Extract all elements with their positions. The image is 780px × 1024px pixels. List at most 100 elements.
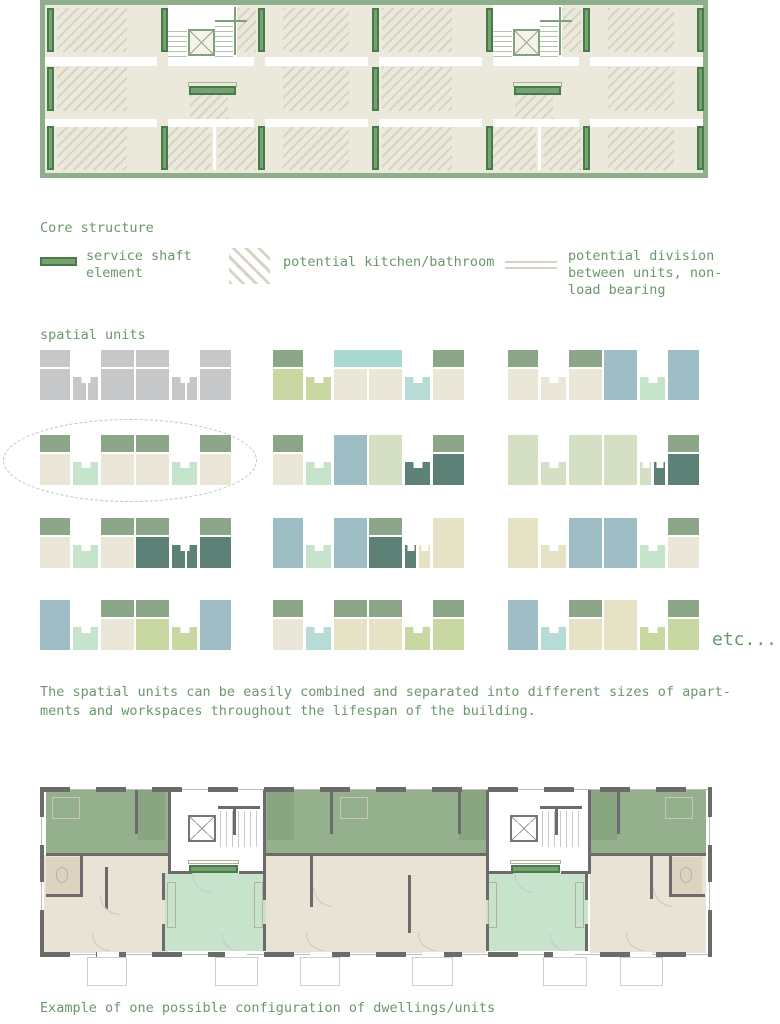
unit-block-room	[273, 454, 303, 485]
unit-block-room	[40, 454, 70, 485]
wall-segment	[579, 57, 590, 66]
service-shaft-bar	[511, 865, 560, 873]
interior-wall	[263, 873, 266, 900]
interior-wall	[486, 924, 489, 951]
spatial-units-grid	[3, 350, 702, 650]
interior-wall	[263, 924, 266, 951]
unit-block-room	[136, 619, 169, 650]
apartment-area-beige	[266, 855, 486, 953]
unit-block-full	[334, 435, 367, 485]
unit-block-bar	[334, 600, 367, 617]
balcony	[412, 957, 453, 986]
etc-label: etc...	[712, 629, 778, 650]
service-shaft-bar	[372, 126, 379, 170]
unit-block-full	[604, 518, 637, 568]
interior-wall	[408, 875, 411, 933]
unit-block-small	[172, 462, 197, 485]
service-shaft-bar	[697, 67, 704, 111]
balcony	[543, 957, 587, 986]
unit-block-bar	[273, 435, 303, 452]
kitchen-counter-outline	[167, 882, 176, 928]
legend-label-kitchen-bathroom: potential kitchen/bathroom	[283, 254, 495, 270]
kitchen-bathroom-hatch-area	[238, 8, 256, 52]
wall-segment	[368, 119, 379, 127]
kitchen-counter-outline	[488, 882, 497, 928]
service-shaft-bar	[189, 86, 236, 95]
unit-block-room	[136, 537, 169, 568]
stairs-icon	[493, 29, 512, 57]
kitchen-bathroom-hatch-area	[283, 8, 349, 52]
exterior-wall	[40, 787, 44, 957]
window-icon	[40, 817, 44, 845]
kitchen-bathroom-hatch-area	[563, 8, 581, 52]
kitchen-bathroom-hatch-area	[57, 8, 127, 52]
division-legend-icon	[505, 261, 557, 263]
wall-segment	[579, 119, 590, 127]
wall-segment	[157, 119, 168, 127]
door-notch	[648, 627, 657, 633]
unit-block-small	[172, 627, 197, 650]
apartment-area-mint	[165, 873, 266, 951]
counter-outline	[510, 860, 561, 864]
unit-block-bar	[433, 435, 464, 452]
service-shaft-bar	[486, 126, 493, 170]
description-line-1: The spatial units can be easily combined…	[40, 684, 731, 700]
interior-wall	[486, 873, 489, 900]
unit-block-small	[73, 462, 98, 485]
unit-block-bar	[200, 350, 231, 367]
unit-block-room	[200, 369, 231, 400]
stairs-icon	[542, 811, 582, 847]
kitchen-bathroom-hatch-area	[382, 67, 452, 111]
unit-block-small	[405, 627, 430, 650]
interior-wall	[486, 790, 489, 873]
room-area	[590, 790, 617, 840]
balcony	[620, 957, 663, 986]
wall-segment	[157, 57, 168, 66]
interior-wall	[162, 873, 165, 900]
bed-outline	[52, 797, 80, 819]
door-notch	[407, 545, 414, 551]
legend-label-division: potential division between units, non-lo…	[568, 248, 723, 298]
service-shaft-bar	[583, 126, 590, 170]
unit-block-room	[369, 619, 402, 650]
window-icon	[708, 817, 712, 845]
service-shaft-bar	[189, 865, 238, 873]
spatial-unit-diagram	[508, 600, 702, 650]
unit-block-small	[405, 462, 430, 485]
interior-wall	[168, 790, 171, 873]
kitchen-bathroom-hatch-area	[283, 67, 349, 111]
balcony-door-gap	[630, 952, 652, 957]
exterior-wall-windows	[40, 952, 712, 957]
unit-block-bar	[40, 350, 70, 367]
interior-wall	[46, 853, 170, 856]
unit-block-full	[508, 518, 538, 568]
spatial-units-heading: spatial units	[40, 327, 146, 343]
unit-block-full	[569, 435, 602, 485]
spatial-unit-diagram	[273, 350, 467, 400]
interior-wall	[669, 894, 705, 897]
stairs-icon	[215, 24, 233, 57]
unit-block-small	[306, 627, 331, 650]
unit-block-bar	[433, 600, 464, 617]
wall-segment	[254, 57, 265, 66]
apartment-area-green	[266, 790, 486, 855]
balcony-door-gap	[97, 952, 119, 957]
unit-block-room	[668, 537, 699, 568]
core-wall	[559, 7, 561, 55]
unit-block-bar	[369, 518, 402, 535]
unit-block-room	[369, 537, 402, 568]
interior-wall	[458, 790, 461, 834]
unit-block-small	[172, 377, 197, 400]
unit-block-bar	[200, 518, 231, 535]
interior-wall	[263, 790, 266, 873]
balcony-door-gap	[553, 952, 575, 957]
service-shaft-legend-icon	[40, 257, 77, 266]
kitchen-bathroom-hatch-area	[382, 126, 452, 170]
service-shaft-bar	[161, 8, 168, 52]
window-icon	[40, 882, 44, 910]
service-shaft-bar	[697, 8, 704, 52]
room-area	[267, 790, 294, 840]
service-shaft-bar	[372, 8, 379, 52]
unit-block-full	[604, 600, 637, 650]
